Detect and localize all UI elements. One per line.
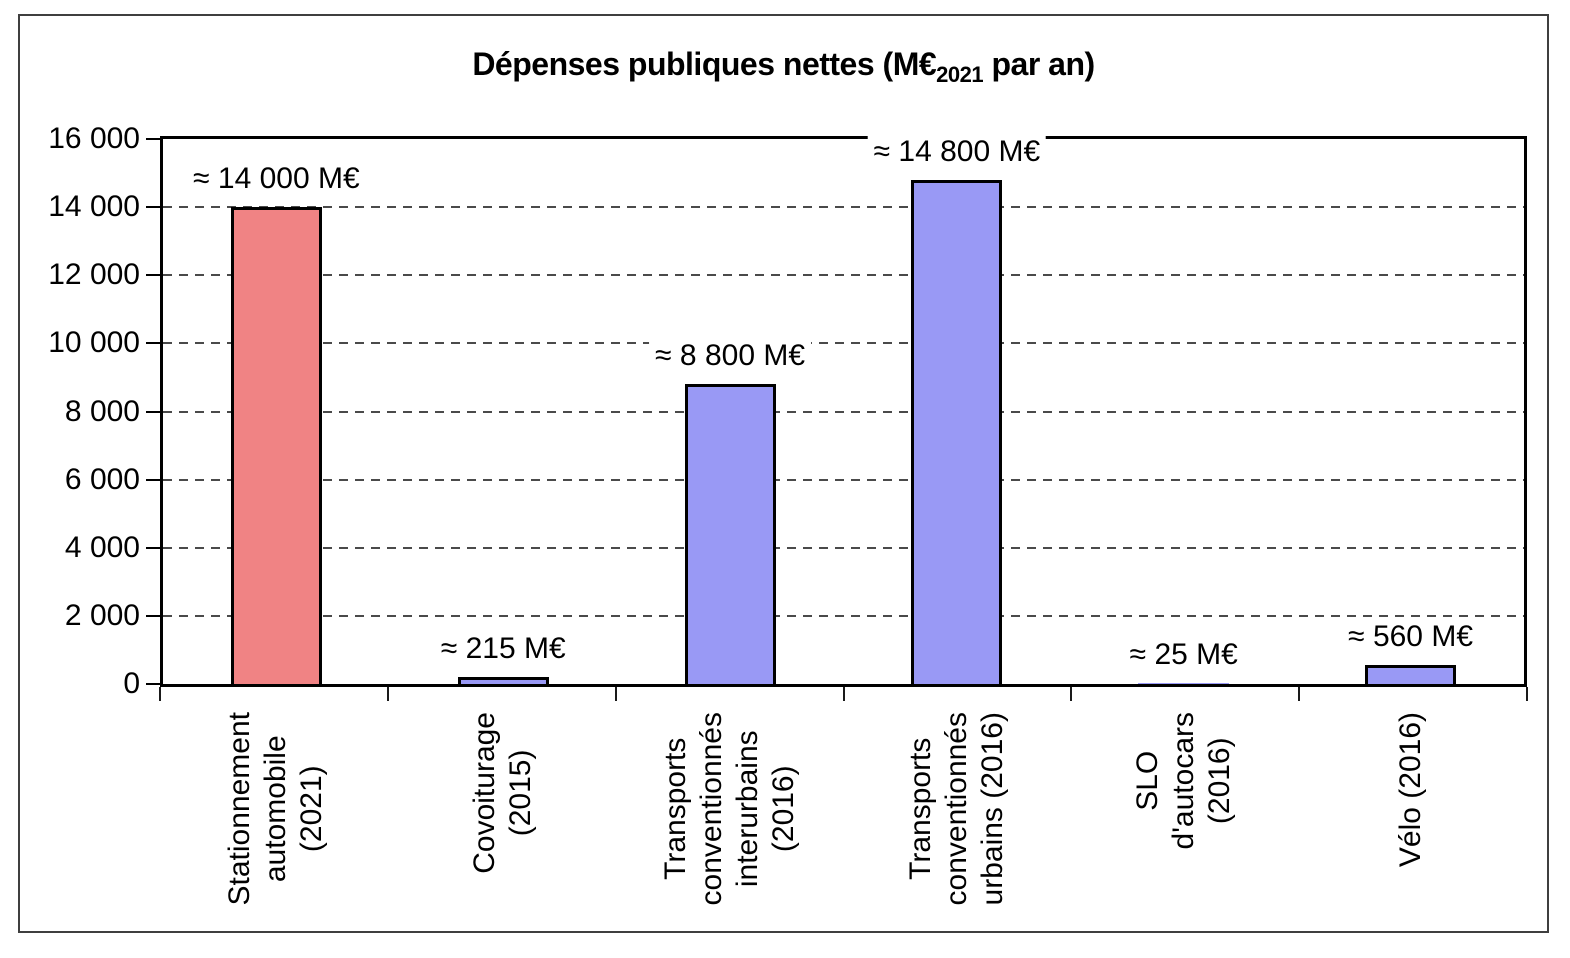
x-category-label-stationnement-automobile: Stationnement automobile (2021) xyxy=(196,712,356,942)
value-label-slo-autocars: ≈ 25 M€ xyxy=(1123,637,1244,673)
y-axis-tick xyxy=(146,138,160,140)
y-tick-label: 4 000 xyxy=(64,530,140,564)
y-tick-label: 0 xyxy=(123,667,140,700)
y-axis-tick xyxy=(146,478,160,481)
x-category-label-transports-conventionnes-urbains: Transports conventionnés urbains (2016) xyxy=(877,712,1037,942)
gridline xyxy=(163,274,1524,277)
x-axis-tick xyxy=(1526,687,1528,701)
gridline xyxy=(163,614,1524,617)
gridline xyxy=(163,478,1524,481)
x-axis-tick xyxy=(614,687,617,701)
y-axis-tick xyxy=(146,342,160,345)
gridline xyxy=(163,410,1524,413)
x-category-label-text: Transports conventionnés interurbains (2… xyxy=(659,712,801,906)
value-label-covoiturage: ≈ 215 M€ xyxy=(434,631,572,667)
value-label-transports-conventionnes-urbains: ≈ 14 800 M€ xyxy=(867,134,1047,170)
x-category-label-text: SLO d'autocars (2016) xyxy=(1130,712,1236,850)
bar-transports-conventionnes-interurbains xyxy=(684,384,776,684)
x-axis-tick xyxy=(386,687,389,701)
x-axis-tick xyxy=(159,687,161,701)
gridline xyxy=(163,342,1524,345)
x-category-label-text: Vélo (2016) xyxy=(1393,712,1427,868)
bar-stationnement-automobile xyxy=(230,207,322,684)
x-category-label-text: Covoiturage (2015) xyxy=(468,712,538,874)
gridline xyxy=(163,546,1524,549)
y-axis-tick xyxy=(146,410,160,413)
value-label-stationnement-automobile: ≈ 14 000 M€ xyxy=(187,161,366,197)
y-tick-label: 8 000 xyxy=(64,394,140,428)
x-category-label-transports-conventionnes-interurbains: Transports conventionnés interurbains (2… xyxy=(650,712,810,942)
y-tick-label: 2 000 xyxy=(64,598,140,632)
y-axis-tick xyxy=(146,206,160,209)
chart-title: Dépenses publiques nettes (M€2021 par an… xyxy=(20,46,1547,88)
bar-velo xyxy=(1365,665,1457,684)
x-category-label-covoiturage: Covoiturage (2015) xyxy=(423,712,583,942)
plot-area: ≈ 14 000 M€ ≈ 215 M€ ≈ 8 800 M€ ≈ 14 800 M€… xyxy=(160,134,1527,687)
x-axis-tick xyxy=(842,687,845,701)
x-category-label-velo: Vélo (2016) xyxy=(1331,712,1491,942)
y-axis-tick xyxy=(146,274,160,277)
y-axis-tick xyxy=(146,683,160,685)
bar-slo-autocars xyxy=(1138,683,1230,684)
y-tick-label: 16 000 xyxy=(48,122,140,155)
y-axis-tick xyxy=(146,546,160,549)
x-category-label-text: Stationnement automobile (2021) xyxy=(223,712,329,906)
bar-covoiturage xyxy=(457,677,549,684)
x-category-label-slo-autocars: SLO d'autocars (2016) xyxy=(1104,712,1264,942)
y-tick-label: 6 000 xyxy=(64,462,140,496)
gridline xyxy=(163,206,1524,209)
x-axis-tick xyxy=(1298,687,1301,701)
bar-transports-conventionnes-urbains xyxy=(911,180,1003,684)
y-tick-label: 14 000 xyxy=(48,190,140,224)
x-axis-tick xyxy=(1070,687,1073,701)
y-axis-tick xyxy=(146,614,160,617)
x-category-label-text: Transports conventionnés urbains (2016) xyxy=(903,712,1009,906)
chart-outer-frame xyxy=(18,14,1549,933)
y-tick-label: 12 000 xyxy=(48,258,140,292)
chart-title-main: Dépenses publiques nettes (M€ xyxy=(472,46,937,82)
value-label-velo: ≈ 560 M€ xyxy=(1342,619,1480,655)
value-label-transports-conventionnes-interurbains: ≈ 8 800 M€ xyxy=(649,338,812,374)
y-tick-label: 10 000 xyxy=(48,326,140,360)
chart-title-subscript: 2021 xyxy=(936,62,984,87)
chart-title-suffix: par an) xyxy=(983,46,1095,82)
